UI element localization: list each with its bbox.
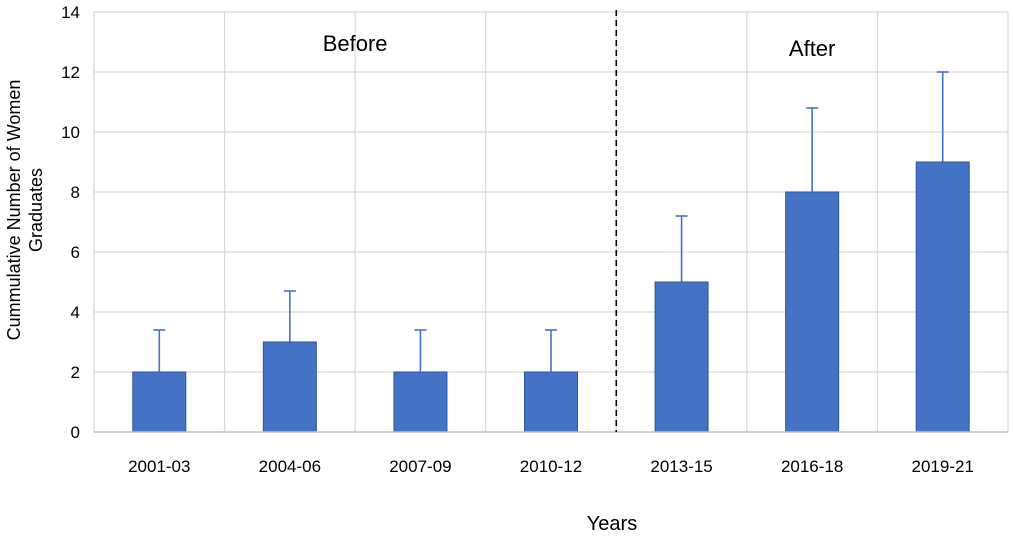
bar <box>262 341 317 433</box>
y-axis-title: Cummulative Number of Women Graduates <box>4 80 46 341</box>
y-tick-label: 4 <box>71 303 80 322</box>
bar <box>524 371 578 433</box>
x-tick-label: 2007-09 <box>389 457 451 476</box>
axes: 0 2 4 6 8 10 12 14 2001-03 2004-06 2007-09 2010-12 2… <box>61 3 1008 476</box>
x-tick-label: 2010-12 <box>520 457 582 476</box>
annotation-after: After <box>789 36 835 61</box>
y-tick-label: 0 <box>71 423 80 442</box>
x-tick-label: 2016-18 <box>781 457 843 476</box>
x-tick-label: 2001-03 <box>128 457 190 476</box>
bar <box>785 191 840 433</box>
bar <box>654 281 709 433</box>
bar <box>393 371 448 433</box>
y-tick-label: 2 <box>71 363 80 382</box>
y-tick-label: 10 <box>61 123 80 142</box>
x-axis-title: Years <box>587 513 637 535</box>
bars <box>132 71 970 433</box>
annotation-before: Before <box>323 31 388 56</box>
bar <box>132 371 187 433</box>
y-tick-label: 8 <box>71 183 80 202</box>
x-tick-label: 2019-21 <box>912 457 974 476</box>
y-tick-label: 14 <box>61 3 80 22</box>
x-tick-label: 2013-15 <box>650 457 712 476</box>
bar <box>915 161 970 433</box>
y-tick-label: 12 <box>61 63 80 82</box>
x-tick-label: 2004-06 <box>259 457 321 476</box>
y-tick-label: 6 <box>71 243 80 262</box>
